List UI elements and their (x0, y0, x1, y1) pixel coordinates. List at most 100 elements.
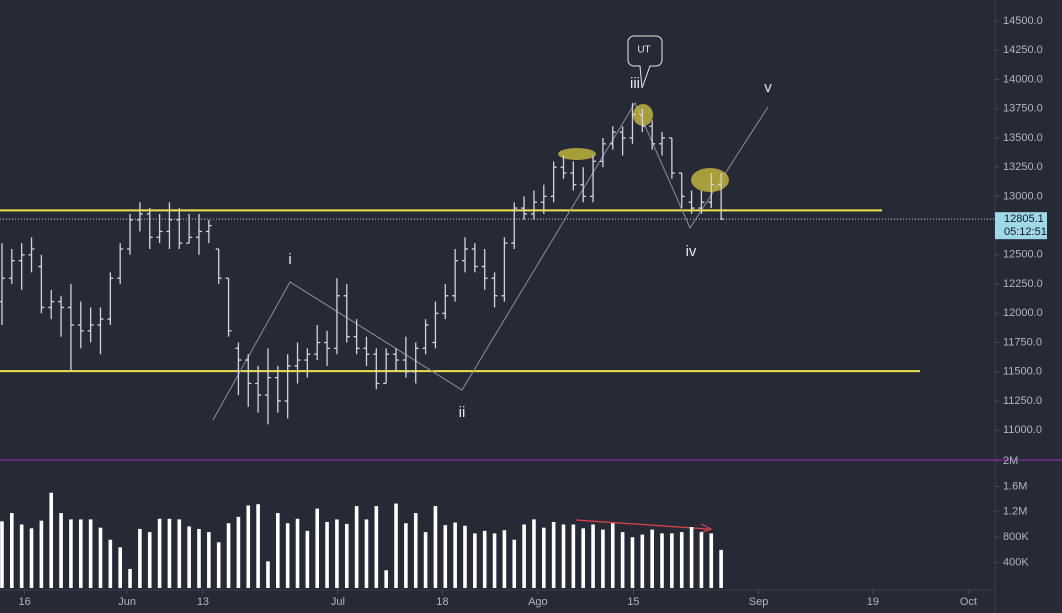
volume-bar (453, 522, 457, 588)
arrow-head (699, 523, 713, 534)
volume-bar (147, 532, 152, 588)
countdown-label: 05:12:51 (1004, 226, 1047, 238)
volume-bar (492, 533, 497, 588)
volume-bar (315, 508, 320, 588)
volume-bar (276, 513, 280, 588)
volume-bar (699, 532, 704, 588)
highlight-ellipse (691, 168, 729, 192)
volume-bar (39, 520, 44, 588)
x-tick-label: Jun (118, 596, 136, 608)
volume-bar (502, 530, 507, 588)
callout-text: UT (637, 45, 650, 56)
volume-bar (463, 525, 467, 588)
volume-bar (473, 533, 477, 588)
volume-bar (236, 516, 241, 588)
volume-bar (522, 524, 526, 588)
volume-bar (266, 561, 270, 588)
x-tick-label: Oct (960, 596, 977, 608)
volume-bar (670, 533, 674, 588)
y-tick-label: 14250.0 (1003, 44, 1043, 56)
volume-bar (512, 539, 517, 588)
volume-bar (256, 504, 260, 588)
volume-tick-label: 400K (1003, 557, 1029, 569)
volume-bar (571, 524, 576, 588)
y-tick-label: 14000.0 (1003, 73, 1043, 85)
y-tick-label: 11500.0 (1003, 366, 1042, 378)
volume-bar (335, 519, 339, 588)
volume-bar (128, 568, 132, 588)
volume-bar (167, 518, 172, 588)
volume-bar (216, 542, 221, 588)
volume-bar (285, 523, 290, 588)
callout (627, 35, 663, 89)
volume-bar (295, 518, 300, 588)
volume-bar (19, 524, 24, 588)
highlight-ellipse (633, 104, 653, 126)
wave-label: v (764, 79, 772, 96)
volume-bar (394, 503, 398, 588)
volume-bar (404, 523, 408, 588)
volume-bar (413, 513, 418, 588)
volume-bar (69, 519, 73, 588)
volume-bar (59, 513, 63, 588)
volume-bar (98, 527, 103, 588)
volume-tick-label: 1.6M (1003, 480, 1027, 492)
volume-bar (207, 532, 211, 588)
volume-bar (433, 506, 438, 588)
x-tick-label: Jul (331, 596, 345, 608)
x-tick-label: 19 (867, 596, 879, 608)
volume-bar (374, 506, 379, 588)
x-tick-label: Sep (749, 596, 769, 608)
volume-bar (482, 530, 487, 588)
volume-bar (10, 513, 14, 588)
y-tick-label: 13250.0 (1003, 161, 1043, 173)
volume-bar (650, 529, 654, 588)
wave-label: iii (630, 75, 640, 92)
volume-bar (689, 527, 694, 588)
volume-bar (138, 528, 142, 588)
volume-bar (354, 506, 359, 588)
last-price-label: 12805.1 (1004, 213, 1044, 225)
volume-bar (226, 523, 231, 588)
y-tick-label: 12250.0 (1003, 278, 1043, 290)
volume-tick-label: 1.2M (1003, 506, 1027, 518)
wave-line (212, 101, 769, 421)
volume-bar (640, 534, 645, 588)
volume-bar (679, 532, 684, 588)
volume-bar (423, 532, 428, 588)
volume-bar (581, 528, 586, 588)
volume-bar (443, 525, 448, 588)
x-tick-label: 16 (19, 596, 31, 608)
y-tick-label: 13000.0 (1003, 190, 1043, 202)
volume-bar (532, 519, 536, 588)
highlight-ellipse (558, 148, 596, 160)
volume-bar (78, 519, 83, 588)
volume-tick-label: 800K (1003, 531, 1029, 543)
wave-count: UT i ii iii iv v (212, 35, 772, 534)
wave-label: ii (459, 404, 466, 421)
volume-bar (246, 505, 251, 588)
volume-bar (108, 539, 113, 588)
volume-bar (630, 537, 635, 588)
volume-bar (325, 521, 329, 588)
volume-bar (88, 519, 93, 588)
y-tick-label: 13500.0 (1003, 132, 1043, 144)
volume-bar (610, 523, 615, 588)
volume-bar (197, 528, 201, 588)
volume-bar (344, 523, 349, 588)
volume-bar (660, 533, 664, 588)
last-price-box (995, 212, 1047, 240)
y-tick-label: 12500.0 (1003, 249, 1043, 261)
volume-bar (0, 521, 4, 588)
x-tick-label: Ago (528, 596, 548, 608)
volume-tick-label: 2M (1003, 455, 1018, 467)
volume-bar (364, 519, 369, 588)
volume-bar (177, 519, 182, 588)
x-tick-label: 18 (436, 596, 448, 608)
volume-bar (384, 570, 388, 588)
y-tick-label: 11000.0 (1003, 424, 1042, 436)
volume-bar (551, 521, 556, 588)
